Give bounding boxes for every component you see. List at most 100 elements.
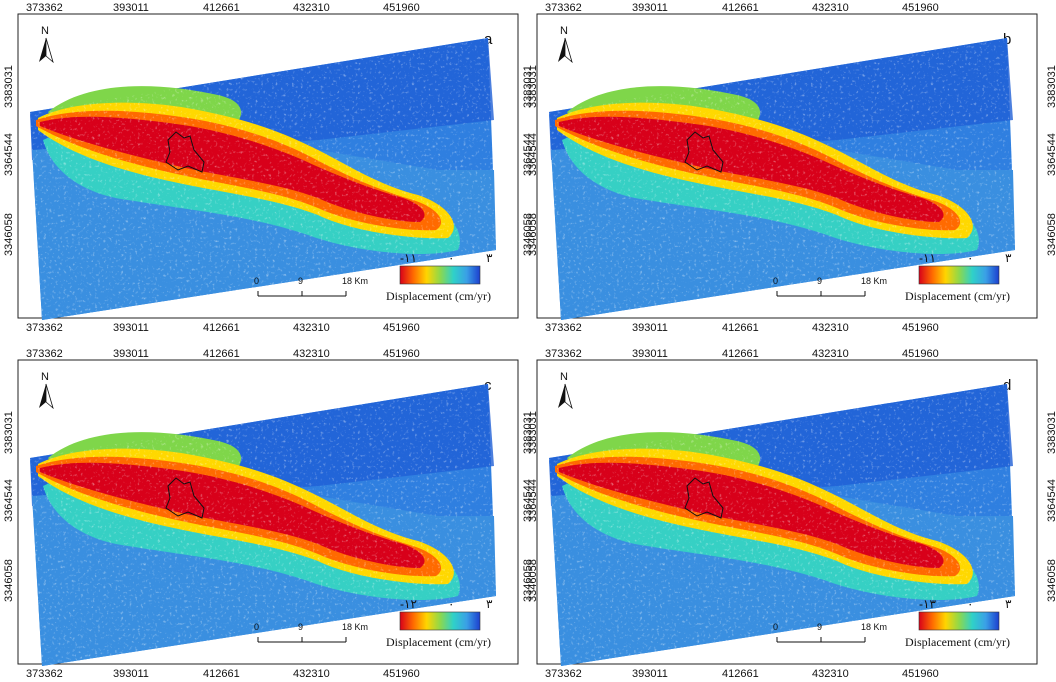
x-tick-label-top: 393011 — [113, 2, 149, 14]
scale-bar: 0 9 18 Km — [773, 622, 887, 643]
x-tick-label-bottom: 412661 — [203, 668, 240, 680]
y-tick-label-right: 3383031 — [527, 65, 539, 108]
y-tick-label-right: 3346058 — [527, 559, 539, 602]
y-tick-label-right: 3346058 — [1046, 559, 1056, 602]
city-boundary — [684, 131, 724, 173]
x-tick-label-top: 451960 — [383, 2, 420, 14]
legend-min-label: -۱۱ — [400, 251, 417, 265]
legend-title: Displacement (cm/yr) — [905, 289, 1010, 303]
map-panel-a: 373362 373362 393011 393011 412661 412661 4323… — [3, 2, 539, 334]
x-tick-label-bottom: 373362 — [545, 322, 582, 334]
legend-mid-label: ۰ — [448, 251, 454, 265]
scale-bar-label: 18 Km — [861, 276, 887, 286]
legend-mid-label: ۰ — [967, 597, 973, 611]
x-tick-label-top: 451960 — [383, 348, 420, 360]
map-panel-b: 373362 373362 393011 393011 412661 412661 4323… — [522, 2, 1056, 334]
city-boundary — [684, 477, 724, 519]
x-tick-label-bottom: 393011 — [113, 668, 149, 680]
scale-bar-label: 18 Km — [861, 622, 887, 632]
y-tick-label-left: 3364544 — [522, 133, 534, 176]
y-tick-label-left: 3364544 — [3, 479, 15, 522]
x-tick-label-bottom: 373362 — [26, 322, 63, 334]
legend-mid-label: ۰ — [967, 251, 973, 265]
legend: -۱۱ ۰ ۳ Displacement (cm/yr) — [905, 251, 1012, 303]
y-tick-label-left: 3346058 — [522, 559, 534, 602]
legend-colorbar — [399, 265, 481, 285]
legend-min-label: -۱۱ — [919, 251, 936, 265]
legend-min-label: -۱۲ — [400, 597, 417, 611]
north-arrow-right-half — [564, 383, 573, 410]
north-arrow-left-half — [558, 384, 565, 408]
legend-min-label: -۱۳ — [919, 597, 936, 611]
x-tick-label-bottom: 432310 — [293, 668, 330, 680]
legend-colorbar — [399, 611, 481, 631]
scale-bar-label: 0 — [254, 622, 259, 632]
legend-title: Displacement (cm/yr) — [386, 635, 491, 649]
north-arrow-right-half — [45, 37, 54, 64]
x-tick-label-bottom: 412661 — [203, 322, 240, 334]
north-label: N — [41, 25, 49, 37]
x-tick-label-top: 432310 — [812, 348, 849, 360]
x-tick-label-top: 412661 — [722, 348, 759, 360]
scale-bar: 0 9 18 Km — [254, 622, 368, 643]
y-tick-label-right: 3383031 — [527, 411, 539, 454]
y-tick-label-right: 3364544 — [527, 133, 539, 176]
point-gaps-texture — [30, 384, 496, 666]
panel-label: a — [484, 31, 493, 48]
y-tick-label-right: 3383031 — [1046, 65, 1056, 108]
map-panel-c: 373362 373362 393011 393011 412661 412661 4323… — [3, 348, 539, 680]
scale-bar: 0 9 18 Km — [254, 276, 368, 297]
x-tick-label-bottom: 393011 — [632, 322, 668, 334]
displacement-map — [549, 38, 1015, 320]
x-tick-label-bottom: 451960 — [383, 322, 420, 334]
north-arrow-icon: N — [39, 371, 54, 410]
x-tick-label-top: 451960 — [902, 348, 939, 360]
x-tick-label-top: 373362 — [26, 348, 63, 360]
x-tick-label-top: 393011 — [632, 2, 668, 14]
scale-bar-label: 0 — [254, 276, 259, 286]
x-tick-label-top: 393011 — [113, 348, 149, 360]
scale-bar-label: 9 — [298, 276, 303, 286]
scale-bar-label: 9 — [817, 622, 822, 632]
y-tick-label-right: 3364544 — [527, 479, 539, 522]
north-arrow-icon: N — [39, 25, 54, 64]
scale-bar-label: 0 — [773, 622, 778, 632]
y-tick-label-left: 3346058 — [3, 559, 15, 602]
y-tick-label-left: 3364544 — [522, 479, 534, 522]
point-gaps-texture — [30, 38, 496, 320]
legend-title: Displacement (cm/yr) — [905, 635, 1010, 649]
map-panel-d: 373362 373362 393011 393011 412661 412661 4323… — [522, 348, 1056, 680]
north-label: N — [41, 371, 49, 383]
scale-bar: 0 9 18 Km — [773, 276, 887, 297]
x-tick-label-bottom: 432310 — [812, 322, 849, 334]
y-tick-label-left: 3383031 — [3, 65, 15, 108]
x-tick-label-bottom: 412661 — [722, 668, 759, 680]
legend-colorbar — [918, 265, 1000, 285]
x-tick-label-top: 412661 — [722, 2, 759, 14]
x-tick-label-top: 451960 — [902, 2, 939, 14]
x-tick-label-bottom: 373362 — [26, 668, 63, 680]
scale-bar-label: 0 — [773, 276, 778, 286]
x-tick-label-bottom: 432310 — [812, 668, 849, 680]
legend: -۱۳ ۰ ۳ Displacement (cm/yr) — [905, 597, 1012, 649]
north-arrow-left-half — [558, 38, 565, 62]
city-boundary — [165, 477, 205, 519]
y-tick-label-left: 3346058 — [3, 213, 15, 256]
y-tick-label-left: 3383031 — [522, 411, 534, 454]
displacement-map — [549, 384, 1015, 666]
legend-max-label: ۳ — [1005, 597, 1012, 611]
x-tick-label-bottom: 412661 — [722, 322, 759, 334]
x-tick-label-top: 412661 — [203, 2, 240, 14]
y-tick-label-right: 3383031 — [1046, 411, 1056, 454]
legend-max-label: ۳ — [486, 597, 493, 611]
legend-title: Displacement (cm/yr) — [386, 289, 491, 303]
displacement-map — [30, 38, 496, 320]
x-tick-label-top: 412661 — [203, 348, 240, 360]
scale-bar-label: 9 — [298, 622, 303, 632]
north-arrow-left-half — [39, 38, 46, 62]
legend-max-label: ۳ — [1005, 251, 1012, 265]
y-tick-label-right: 3364544 — [1046, 479, 1056, 522]
y-tick-label-left: 3346058 — [522, 213, 534, 256]
x-tick-label-top: 373362 — [26, 2, 63, 14]
